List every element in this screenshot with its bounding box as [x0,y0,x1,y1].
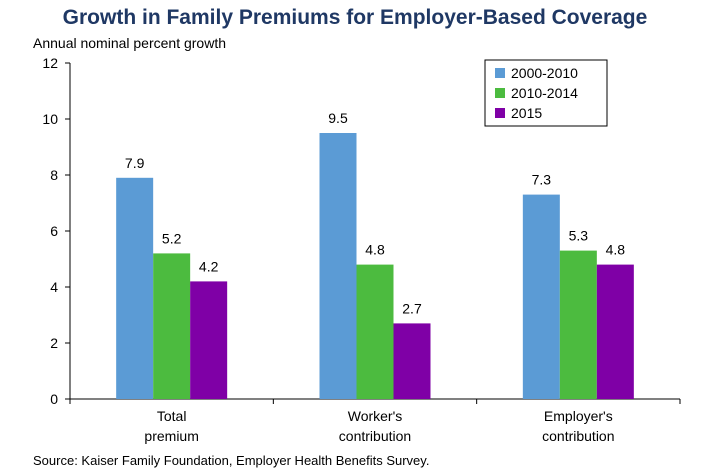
category-labels: Total premium Worker's contribution Employer… [144,408,614,444]
y-tick-label: 0 [50,391,58,407]
y-axis-label: Annual nominal percent growth [33,35,227,51]
category-label: contribution [339,428,411,444]
y-tick-label: 4 [50,279,58,295]
source-note: Source: Kaiser Family Foundation, Employ… [33,453,430,468]
y-tick-label: 6 [50,223,58,239]
category-label: Total [157,408,187,424]
y-tick-label: 10 [42,111,58,127]
data-label: 7.3 [532,172,552,188]
y-tick-label: 8 [50,167,58,183]
category-label: Employer's [544,408,613,424]
data-label: 9.5 [328,110,348,126]
data-label: 5.2 [162,230,182,246]
category-label: premium [144,428,198,444]
legend-entry: 2010-2014 [511,85,578,101]
data-label: 4.2 [199,258,219,274]
bar [356,264,394,399]
data-label: 7.9 [125,155,145,171]
legend-entry: 2015 [511,105,542,121]
data-label: 4.8 [606,242,626,258]
y-tick-label: 12 [42,55,58,71]
bar [190,281,228,399]
chart-title: Growth in Family Premiums for Employer-B… [62,6,648,29]
legend: 2000-2010 2010-2014 2015 [484,59,608,127]
data-label: 4.8 [365,242,385,258]
bar [393,323,431,399]
bar [559,250,597,399]
data-label: 2.7 [402,300,422,316]
legend-entry: 2000-2010 [511,65,578,81]
bar [319,133,357,399]
category-label: Worker's [348,408,403,424]
y-tick-label: 2 [50,335,58,351]
legend-swatch [495,88,505,98]
legend-swatch [495,108,505,118]
bar [596,264,634,399]
data-labels: 7.9 5.2 4.2 9.5 4.8 2.7 7.3 5.3 4.8 [125,110,625,316]
data-label: 5.3 [569,228,589,244]
legend-swatch [495,68,505,78]
bars [116,133,634,399]
legend-box [484,59,608,127]
bar [522,194,560,399]
bar [116,177,154,399]
category-label: contribution [542,428,614,444]
bar [153,253,191,399]
